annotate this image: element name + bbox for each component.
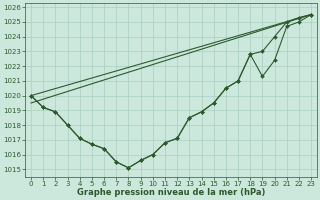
X-axis label: Graphe pression niveau de la mer (hPa): Graphe pression niveau de la mer (hPa)	[77, 188, 265, 197]
